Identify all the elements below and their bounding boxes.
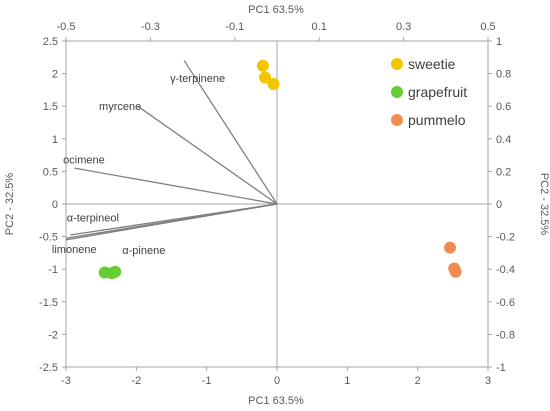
y-right-tick-label: 0.2 [496, 166, 511, 178]
y-right-axis-title: PC2 - 32.5% [538, 173, 550, 236]
x-top-ticks: -0.5 -0.3 -0.1 0.1 0.3 0.5 [57, 21, 496, 41]
y-left-axis-title: PC2 - 32.5% [4, 173, 16, 236]
x-bottom-tick-label: -2 [131, 375, 141, 387]
sweetie-point [267, 78, 280, 91]
y-left-tick-label: 2 [52, 69, 58, 81]
y-right-tick-label: 0.6 [496, 101, 511, 113]
y-left-tick-label: -2 [48, 329, 58, 341]
sweetie-point [256, 59, 269, 72]
sweetie-point [259, 71, 272, 84]
y-right-tick-label: -0.4 [496, 264, 515, 276]
loading-vector-label: myrcene [99, 101, 141, 113]
legend-label-pummelo: pummelo [408, 112, 466, 128]
y-left-ticks: -2.5 -2 -1.5 -1 -0.5 0 0.5 1 1.5 2 2.5 [39, 36, 66, 374]
x-top-tick-label: 0.5 [480, 21, 495, 33]
y-right-tick-label: -0.2 [496, 232, 515, 244]
x-top-tick-label: -0.5 [57, 21, 76, 33]
loading-vector-label: γ-terpinene [170, 73, 225, 85]
y-left-tick-label: 0.5 [43, 166, 58, 178]
y-left-tick-label: -0.5 [39, 232, 58, 244]
loading-vector-line [137, 105, 278, 205]
y-right-tick-label: -1 [496, 362, 506, 374]
y-left-tick-label: 0 [52, 199, 58, 211]
y-left-tick-label: 2.5 [43, 36, 58, 48]
x-top-tick-label: 0.1 [312, 21, 327, 33]
y-left-tick-label: -1 [48, 264, 58, 276]
x-bottom-tick-label: 2 [415, 375, 421, 387]
loading-vectors: γ-terpinene myrcene ocimene α-terpineol limo… [52, 60, 278, 257]
y-right-ticks: -1 -0.8 -0.6 -0.4 -0.2 0 0.2 0.4 0.6 0.8 1 [488, 36, 515, 374]
y-left-tick-label: -1.5 [39, 297, 58, 309]
legend-label-sweetie: sweetie [408, 56, 456, 72]
loading-vector-label: α-terpineol [67, 213, 119, 225]
score-points [98, 59, 462, 280]
x-bottom-tick-label: 3 [485, 375, 491, 387]
loading-vector-line [183, 60, 278, 205]
loading-vector-line [65, 203, 278, 241]
grapefruit-point [109, 265, 122, 278]
x-bottom-tick-label: -3 [61, 375, 71, 387]
x-bottom-ticks: -3 -2 -1 0 1 2 3 [61, 367, 491, 387]
y-right-tick-label: -0.8 [496, 329, 515, 341]
legend-marker-sweetie [391, 58, 403, 70]
x-bottom-tick-label: -1 [202, 375, 212, 387]
pummelo-point [444, 241, 457, 254]
y-right-tick-label: 0 [496, 199, 502, 211]
y-left-tick-label: 1 [52, 134, 58, 146]
x-top-tick-label: -0.1 [225, 21, 244, 33]
legend-marker-grapefruit [391, 86, 403, 98]
x-bottom-tick-label: 0 [274, 375, 280, 387]
y-right-tick-label: -0.6 [496, 297, 515, 309]
y-right-tick-label: 1 [496, 36, 502, 48]
loading-vector-label: limonene [52, 244, 97, 256]
loading-vector-line [74, 167, 278, 205]
loading-vector-label: α-pinene [122, 245, 165, 257]
y-right-tick-label: 0.8 [496, 69, 511, 81]
y-left-tick-label: -2.5 [39, 362, 58, 374]
x-bottom-tick-label: 1 [344, 375, 350, 387]
legend-marker-pummelo [391, 114, 403, 126]
pummelo-point [449, 265, 462, 278]
loading-vector-label: ocimene [63, 155, 105, 167]
y-right-tick-label: 0.4 [496, 134, 511, 146]
legend-label-grapefruit: grapefruit [408, 84, 467, 100]
y-left-tick-label: 1.5 [43, 101, 58, 113]
x-top-tick-label: 0.3 [396, 21, 411, 33]
x-top-tick-label: -0.3 [141, 21, 160, 33]
legend: sweetie grapefruit pummelo [391, 56, 467, 128]
x-top-axis-title: PC1 63.5% [248, 4, 304, 16]
x-bottom-axis-title: PC1 63.5% [248, 395, 304, 407]
